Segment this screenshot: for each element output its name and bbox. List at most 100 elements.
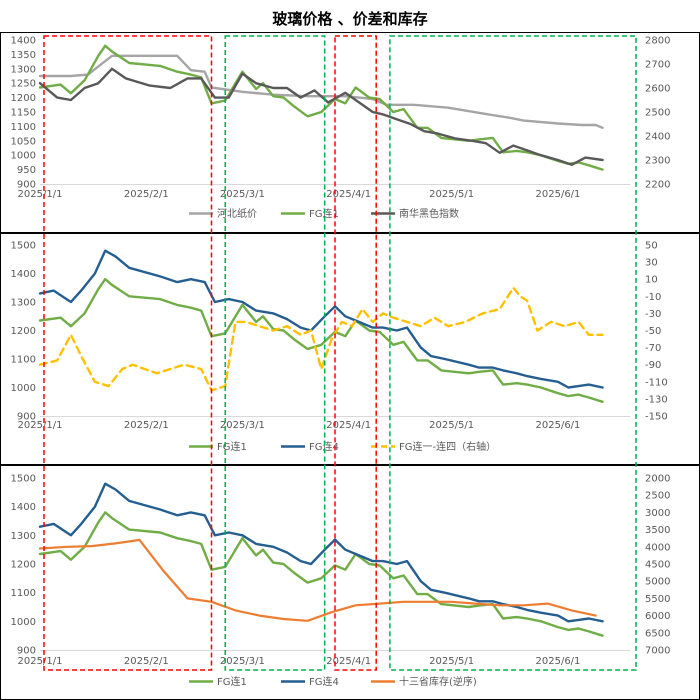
series-line-2-1: [38, 278, 604, 403]
legend-label: 河北纸价: [217, 207, 257, 220]
chart-panels: 1400135013001250120011501100105010009509…: [0, 32, 700, 700]
series-line-1-2: [38, 44, 604, 171]
red-highlight-box: [43, 35, 213, 671]
y-right-tick-label: -70: [645, 343, 661, 354]
y-left-tick-label: 1300: [11, 531, 36, 542]
x-tick-label: 2025/2/1: [124, 189, 169, 200]
y-right-tick-label: 2600: [645, 84, 670, 95]
y-left-tick-label: 1300: [11, 64, 36, 75]
x-tick-label: 2025/1/1: [18, 189, 63, 200]
y-right-tick-label: 6000: [645, 611, 670, 622]
y-right-tick-label: 3000: [645, 508, 670, 519]
y-right-tick-label: 2500: [645, 108, 670, 119]
x-tick-label: 2025/1/1: [18, 420, 63, 431]
chart-title: 玻璃价格 、价差和库存: [272, 10, 427, 28]
x-tick-label: 2025/2/1: [124, 420, 169, 431]
series-line-1-3: [38, 67, 604, 167]
y-right-tick-label: 2500: [645, 491, 670, 502]
legend-label: 南华黑色指数: [399, 207, 459, 220]
y-left-tick-label: 950: [17, 165, 36, 176]
x-tick-label: 2025/5/1: [429, 420, 474, 431]
green-highlight-box: [224, 35, 326, 671]
chart-panel-3: 1500 1400 1300 1200 1100 1000 900 2000 2500 3000 3…: [0, 465, 700, 700]
y-right-tick-label: 4000: [645, 542, 670, 553]
y-left-tick-label: 1200: [11, 560, 36, 571]
x-tick-label: 2025/6/1: [536, 189, 581, 200]
y-right-tick-label: 2300: [645, 156, 670, 167]
highlight-boxes: [43, 35, 637, 671]
y-right-tick-label: 4500: [645, 560, 670, 571]
legend-label: FG连4: [309, 675, 339, 688]
y-left-tick-label: 1200: [11, 326, 36, 337]
x-tick-label: 2025/5/1: [429, 189, 474, 200]
y-left-tick-label: 1150: [11, 108, 36, 119]
y-right-tick-label: 10: [645, 275, 658, 286]
y-left-tick-label: 1050: [11, 136, 36, 147]
y-left-tick-label: 900: [17, 412, 36, 423]
legend-label: FG连一-连四（右轴）: [399, 440, 496, 453]
series-line-3-1: [38, 511, 604, 637]
green-highlight-box: [389, 35, 637, 671]
y-right-tick-label: 2000: [645, 474, 670, 485]
x-tick-label: 2025/4/1: [326, 656, 371, 667]
y-right-tick-label: 2800: [645, 36, 670, 47]
y-right-tick-label: -30: [645, 309, 661, 320]
y-left-tick-label: 1500: [11, 241, 36, 252]
y-right-tick-label: 2700: [645, 60, 670, 71]
red-highlight-box: [334, 35, 377, 671]
x-tick-label: 2025/6/1: [536, 656, 581, 667]
y-right-tick-label: 5500: [645, 594, 670, 605]
legend-label: FG连1: [309, 207, 339, 220]
legend-label: FG连1: [217, 675, 247, 688]
y-left-tick-label: 1100: [11, 588, 36, 599]
y-right-tick-label: 2200: [645, 180, 670, 191]
y-right-tick-label: -110: [645, 377, 668, 388]
y-left-tick-label: 1400: [11, 269, 36, 280]
x-tick-label: 2025/3/1: [220, 189, 265, 200]
legend-label: FG连1: [217, 440, 247, 453]
series-line-1-1: [38, 54, 604, 130]
y-left-tick-label: 1350: [11, 50, 36, 61]
y-right-tick-label: -150: [645, 412, 668, 423]
x-tick-label: 2025/2/1: [124, 656, 169, 667]
y-left-tick-label: 1000: [11, 151, 36, 162]
y-right-tick-label: 3500: [645, 525, 670, 536]
x-tick-label: 2025/3/1: [220, 656, 265, 667]
y-left-tick-label: 900: [17, 646, 36, 657]
y-left-tick-label: 1200: [11, 93, 36, 104]
y-left-tick-label: 900: [17, 180, 36, 191]
y-right-tick-label: -10: [645, 292, 661, 303]
legend-label: FG连4: [309, 440, 339, 453]
chart-panel-1: 1400 1350 1300 1250 1200 1150 1100 1050 1000 950 9…: [0, 32, 700, 233]
y-left-tick-label: 1400: [11, 36, 36, 47]
series-line-2-3: [38, 286, 604, 392]
y-right-tick-label: 30: [645, 258, 658, 269]
x-tick-label: 2025/4/1: [326, 420, 371, 431]
y-right-tick-label: 5000: [645, 577, 670, 588]
series-line-3-3: [38, 538, 597, 622]
y-left-tick-label: 1400: [11, 502, 36, 513]
legend-label: 十三省库存(逆序): [399, 675, 477, 688]
y-left-tick-label: 1000: [11, 383, 36, 394]
y-right-tick-label: 50: [645, 241, 658, 252]
x-tick-label: 2025/6/1: [536, 420, 581, 431]
x-tick-label: 2025/5/1: [429, 656, 474, 667]
y-left-tick-label: 1300: [11, 298, 36, 309]
y-left-tick-label: 1100: [11, 122, 36, 133]
y-right-tick-label: 2400: [645, 132, 670, 143]
y-left-tick-label: 1100: [11, 355, 36, 366]
y-right-tick-label: -90: [645, 360, 661, 371]
y-left-tick-label: 1500: [11, 474, 36, 485]
series-line-3-2: [38, 482, 604, 623]
y-right-tick-label: -50: [645, 326, 661, 337]
y-right-tick-label: -130: [645, 394, 668, 405]
y-left-tick-label: 1250: [11, 79, 36, 90]
y-right-tick-label: 7000: [645, 646, 670, 657]
x-tick-label: 2025/3/1: [220, 420, 265, 431]
y-right-tick-label: 6500: [645, 628, 670, 639]
x-tick-label: 2025/1/1: [18, 656, 63, 667]
y-left-tick-label: 1000: [11, 617, 36, 628]
